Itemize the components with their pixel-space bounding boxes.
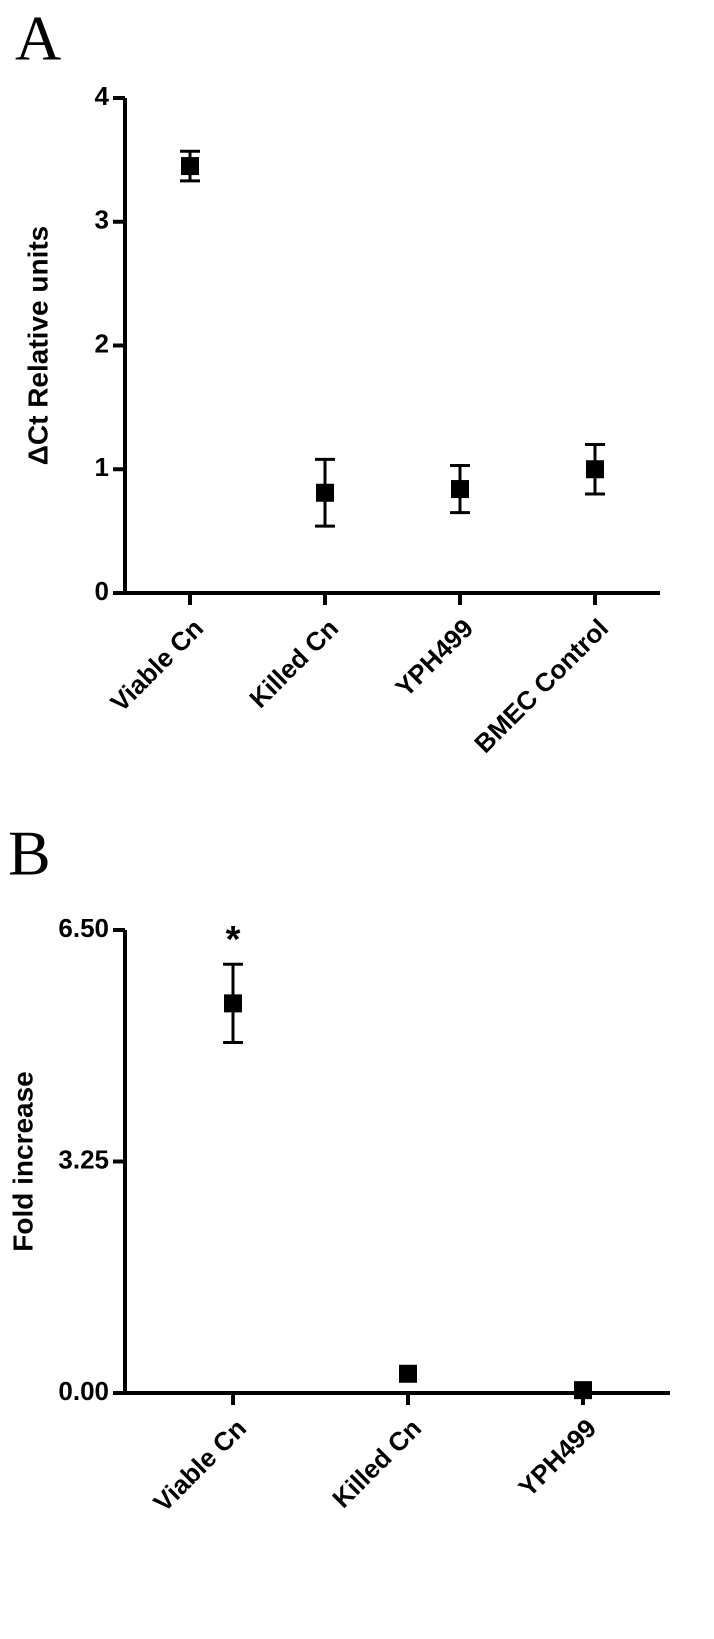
y-tick-label: 4	[95, 81, 110, 111]
y-tick-label: 0.00	[58, 1376, 109, 1406]
y-tick-label: 0	[95, 576, 109, 606]
x-tick-label: Killed Cn	[243, 613, 344, 714]
x-tick-label: Viable Cn	[104, 613, 209, 718]
marker	[399, 1364, 417, 1383]
marker	[586, 460, 604, 479]
x-tick-label: YPH499	[389, 613, 479, 703]
y-tick-label: 6.50	[58, 913, 109, 943]
marker	[181, 157, 199, 176]
x-tick-label: YPH499	[512, 1413, 602, 1503]
x-tick-label: Killed Cn	[326, 1413, 427, 1514]
panel-label: B	[8, 818, 51, 889]
y-axis-label: Fold increase	[7, 1071, 38, 1252]
marker	[574, 1381, 592, 1400]
annotation: *	[226, 919, 241, 961]
marker	[316, 483, 334, 502]
y-tick-label: 2	[95, 328, 109, 358]
x-tick-label: BMEC Control	[468, 613, 614, 759]
y-axis-label: ΔCt Relative units	[22, 226, 53, 466]
y-tick-label: 3	[95, 205, 109, 235]
marker	[224, 994, 242, 1013]
y-tick-label: 1	[95, 452, 109, 482]
y-tick-label: 3.25	[58, 1144, 109, 1174]
x-tick-label: Viable Cn	[147, 1413, 252, 1518]
panel-label: A	[15, 3, 61, 74]
marker	[451, 480, 469, 499]
